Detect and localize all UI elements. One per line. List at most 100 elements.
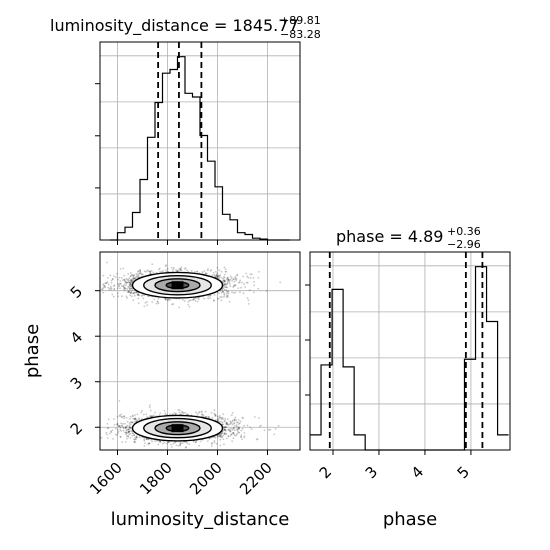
sample-point	[221, 436, 224, 439]
sample-point	[190, 269, 193, 272]
sample-point	[107, 286, 110, 289]
sample-point	[221, 290, 224, 293]
sample-point	[231, 279, 234, 282]
sample-point	[132, 279, 135, 282]
sample-point	[218, 292, 220, 295]
sample-point	[219, 434, 222, 436]
sample-point	[100, 436, 103, 439]
sample-point	[120, 425, 123, 428]
sample-point	[213, 441, 216, 444]
sample-point	[178, 411, 181, 414]
sample-point	[233, 280, 236, 283]
sample-point	[119, 435, 122, 438]
sample-point	[129, 415, 132, 418]
sample-point	[179, 267, 182, 270]
sample-point	[151, 440, 154, 443]
sample-point	[122, 426, 125, 429]
sample-point	[101, 288, 104, 291]
sample-point	[150, 415, 152, 417]
sample-point	[223, 280, 226, 282]
sample-point	[216, 435, 219, 438]
sample-point	[224, 280, 227, 282]
sample-point	[175, 412, 177, 415]
sample-point	[121, 295, 123, 298]
sample-point	[111, 278, 114, 281]
sample-point	[137, 293, 139, 296]
sample-point	[137, 276, 140, 279]
sample-point	[126, 288, 129, 290]
sample-point	[128, 285, 131, 288]
sample-point	[188, 443, 191, 446]
sample-point	[140, 411, 143, 414]
sample-point	[165, 269, 167, 272]
sample-point	[225, 422, 228, 425]
sample-point	[223, 426, 226, 428]
sample-point	[225, 437, 228, 440]
sample-point	[235, 279, 237, 282]
sample-point	[111, 293, 114, 296]
sample-point	[226, 282, 229, 284]
sample-point	[131, 289, 134, 291]
sample-point	[246, 297, 249, 299]
sample-point	[203, 270, 206, 272]
sample-point	[117, 278, 119, 281]
sample-point	[223, 283, 226, 285]
sample-point	[273, 433, 276, 436]
sample-point	[113, 288, 116, 291]
panel-frame	[99, 41, 301, 241]
sample-point	[123, 274, 126, 277]
sample-point	[154, 440, 157, 443]
sample-point	[127, 430, 130, 433]
sample-point	[224, 428, 226, 431]
sample-point	[225, 421, 228, 424]
sample-point	[124, 441, 127, 443]
sample-point	[128, 427, 131, 430]
sample-point	[131, 415, 134, 418]
sample-point	[170, 266, 173, 269]
sample-point	[112, 285, 115, 287]
sample-point	[138, 273, 140, 275]
sample-point	[148, 442, 151, 445]
sample-point	[157, 268, 160, 271]
sample-point	[192, 298, 195, 301]
sample-point	[123, 287, 126, 289]
sample-point	[117, 282, 119, 285]
sample-point	[110, 279, 113, 282]
sample-point	[146, 304, 149, 306]
sample-point	[279, 281, 282, 284]
sample-point	[232, 285, 235, 288]
sample-point	[128, 424, 131, 427]
sample-point	[120, 430, 123, 432]
sample-point	[221, 280, 224, 283]
sample-point	[221, 430, 224, 433]
sample-point	[229, 429, 232, 432]
sample-point	[110, 431, 113, 434]
sample-point	[223, 432, 226, 434]
sample-point	[173, 441, 176, 444]
sample-point	[226, 276, 229, 279]
sample-point	[135, 438, 137, 441]
sample-point	[113, 423, 116, 426]
sample-point	[181, 442, 184, 444]
sample-point	[195, 270, 198, 273]
sample-point	[129, 281, 132, 284]
sample-point	[133, 277, 135, 280]
sample-point	[117, 430, 120, 433]
sample-point	[213, 412, 216, 415]
sample-point	[162, 269, 165, 272]
sample-point	[258, 270, 260, 273]
sample-point	[134, 417, 137, 419]
sample-point	[103, 284, 105, 287]
sample-point	[187, 301, 190, 303]
sample-point	[137, 294, 140, 297]
sample-point	[153, 414, 155, 417]
sample-point	[231, 440, 234, 443]
sample-point	[233, 418, 236, 421]
sample-point	[170, 443, 173, 446]
sample-point	[249, 273, 252, 275]
sample-point	[143, 294, 146, 297]
sample-point	[223, 433, 226, 436]
sample-point	[133, 418, 136, 421]
sample-point	[129, 432, 132, 435]
sample-point	[137, 270, 140, 272]
